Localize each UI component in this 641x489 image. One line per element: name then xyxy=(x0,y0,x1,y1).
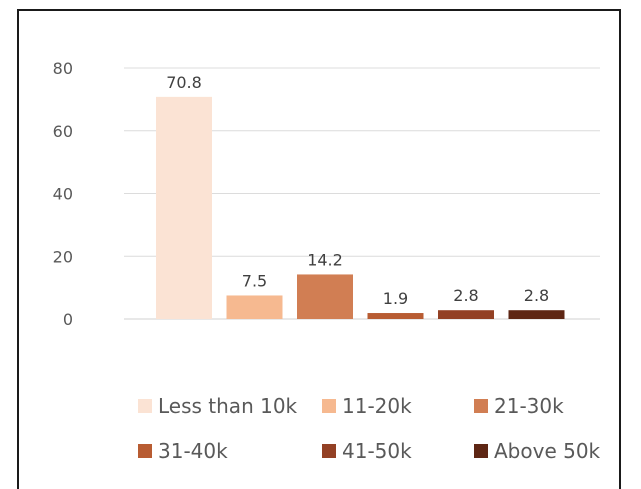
y-tick-label: 0 xyxy=(63,310,73,329)
legend-item: 11-20k xyxy=(322,394,412,418)
legend-label: Above 50k xyxy=(494,439,601,463)
data-label-4: 1.9 xyxy=(383,289,408,308)
legend-label: 41-50k xyxy=(342,439,412,463)
data-label-2: 7.5 xyxy=(242,271,267,290)
bar-6 xyxy=(508,310,565,319)
bar-5 xyxy=(438,310,494,319)
y-tick-label: 60 xyxy=(53,122,73,141)
legend-swatch xyxy=(474,399,488,413)
legend-item: 31-40k xyxy=(138,439,228,463)
legend-item: Less than 10k xyxy=(138,394,297,418)
legend-item: 21-30k xyxy=(474,394,564,418)
y-axis: 0 20 40 60 80 xyxy=(53,59,73,329)
legend-swatch xyxy=(138,444,152,458)
data-label-1: 70.8 xyxy=(166,73,202,92)
bar-4 xyxy=(367,313,424,319)
legend-item: Above 50k xyxy=(474,439,600,463)
bar-1 xyxy=(156,96,212,320)
legend-swatch xyxy=(138,399,152,413)
legend-label: 31-40k xyxy=(158,439,228,463)
y-tick-label: 20 xyxy=(53,247,73,266)
legend-label: 11-20k xyxy=(342,394,412,418)
data-label-6: 2.8 xyxy=(524,286,549,305)
data-label-5: 2.8 xyxy=(453,286,478,305)
y-tick-label: 40 xyxy=(53,185,73,204)
legend-swatch xyxy=(474,444,488,458)
legend-swatch xyxy=(322,399,336,413)
legend-label: Less than 10k xyxy=(158,394,298,418)
bar-3 xyxy=(297,274,353,319)
y-tick-label: 80 xyxy=(53,59,73,78)
data-label-3: 14.2 xyxy=(307,250,343,269)
bars xyxy=(156,96,565,320)
legend-item: 41-50k xyxy=(322,439,412,463)
data-labels: 70.8 7.5 14.2 1.9 2.8 2.8 xyxy=(166,73,549,308)
bar-2 xyxy=(226,295,283,319)
chart-frame xyxy=(17,9,621,489)
legend-swatch xyxy=(322,444,336,458)
legend-label: 21-30k xyxy=(494,394,564,418)
